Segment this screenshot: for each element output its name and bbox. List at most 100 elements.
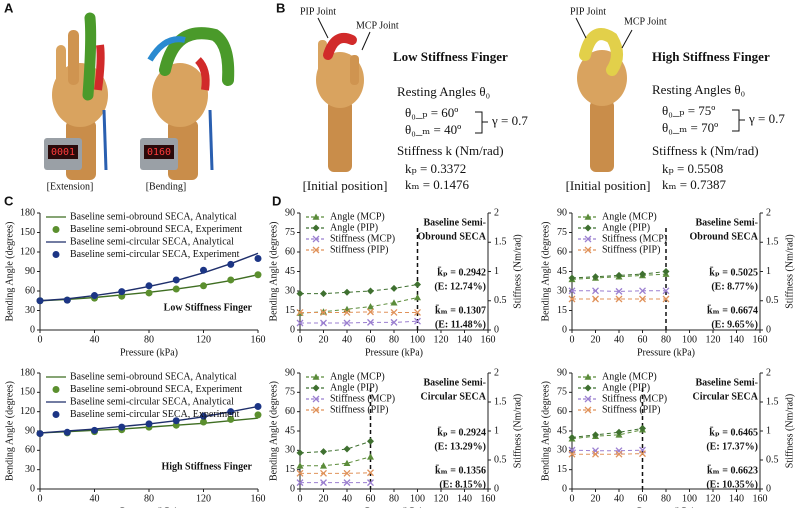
legend-label: Angle (PIP)	[602, 382, 650, 393]
marker	[639, 450, 646, 458]
x-tick-label: 160	[251, 493, 266, 504]
y2-tick-label: 1.5	[766, 396, 779, 407]
photo-caption: [Initial position]	[566, 178, 651, 193]
marker	[296, 290, 304, 298]
y-tick-label: 0	[562, 324, 567, 335]
marker	[343, 288, 351, 296]
x-tick-label: 40	[614, 493, 624, 504]
marker	[568, 295, 576, 303]
photo-extension	[44, 12, 108, 180]
marker	[367, 437, 374, 445]
y-axis-label: Bending Angle (degrees)	[268, 222, 279, 322]
x-tick-label: 40	[90, 334, 100, 345]
legend-label: Stiffness (MCP)	[330, 233, 395, 244]
x-tick-label: 20	[591, 493, 601, 504]
y2-tick-label: 0.5	[494, 295, 507, 306]
marker	[414, 317, 421, 325]
marker	[592, 273, 599, 281]
y-axis-label: Bending Angle (degrees)	[4, 381, 15, 481]
y2-tick-label: 0.5	[766, 295, 779, 306]
marker	[592, 287, 599, 295]
annotation: (E: 8.15%)	[439, 479, 486, 490]
marker	[172, 285, 180, 293]
marker	[52, 386, 60, 393]
y-tick-label: 15	[557, 464, 567, 475]
y-tick-label: 180	[20, 367, 35, 378]
marker	[254, 403, 262, 411]
param-value: θ₀_ₚ = 75º	[662, 103, 715, 118]
x-tick-label: 60	[366, 334, 376, 345]
legend-label: Angle (MCP)	[602, 371, 657, 382]
marker	[312, 395, 320, 403]
param-heading: Resting Angles θ₀	[652, 82, 745, 97]
y2-tick-label: 0	[494, 483, 499, 494]
display-reading: 0001	[51, 147, 75, 158]
y-axis-label: Bending Angle (degrees)	[540, 222, 551, 322]
x-axis-label: Pressure (kPa)	[120, 347, 178, 358]
marker	[390, 284, 398, 292]
marker	[639, 287, 646, 295]
marker	[91, 426, 98, 434]
y-tick-label: 30	[557, 445, 567, 456]
y-tick-label: 0	[290, 324, 295, 335]
y2-axis-label: Stiffness (Nm/rad)	[784, 394, 795, 469]
y2-tick-label: 1.5	[766, 237, 779, 248]
y-tick-label: 150	[20, 227, 35, 238]
marker	[296, 462, 304, 469]
bracket	[475, 111, 488, 134]
bracket	[732, 109, 745, 132]
marker	[145, 289, 153, 297]
panel-letter: A	[4, 0, 14, 15]
x-tick-label: 120	[434, 493, 449, 504]
y-tick-label: 60	[557, 406, 567, 417]
marker	[584, 213, 592, 220]
param-heading: Stiffness k (Nm/rad)	[397, 143, 504, 158]
marker	[145, 282, 153, 290]
series-line	[572, 453, 643, 455]
marker	[296, 308, 304, 316]
legend-label: Stiffness (PIP)	[330, 244, 388, 255]
y-tick-label: 90	[285, 367, 295, 378]
marker	[568, 287, 576, 295]
marker	[312, 235, 320, 243]
x-tick-label: 140	[729, 334, 744, 345]
x-tick-label: 140	[729, 493, 744, 504]
x-tick-label: 20	[319, 493, 329, 504]
marker	[312, 373, 320, 380]
marker	[367, 308, 374, 316]
marker	[63, 296, 71, 304]
marker	[52, 226, 60, 233]
marker	[320, 462, 327, 469]
marker	[296, 319, 304, 327]
param-value: kₘ = 0.7387	[662, 177, 727, 192]
annotation: k̄ₘ = 0.6623	[707, 464, 758, 476]
marker	[200, 412, 207, 420]
y2-axis-label: Stiffness (Nm/rad)	[512, 394, 523, 469]
marker	[568, 433, 576, 441]
marker	[36, 430, 44, 438]
y2-tick-label: 2	[766, 367, 771, 378]
y-tick-label: 45	[557, 425, 567, 436]
x-axis-label: Pressure (kPa)	[365, 347, 423, 358]
marker	[227, 276, 235, 284]
annotation: (E: 11.48%)	[435, 319, 486, 330]
annotation: k̄ₚ = 0.2942	[437, 266, 486, 278]
y2-tick-label: 1.5	[494, 396, 507, 407]
param-value: θ₀_ₘ = 40º	[405, 122, 461, 137]
x-tick-label: 0	[38, 334, 43, 345]
y-tick-label: 0	[562, 483, 567, 494]
x-tick-label: 80	[389, 334, 399, 345]
marker	[584, 406, 592, 414]
x-tick-label: 120	[706, 334, 721, 345]
annotation: (E: 17.37%)	[706, 441, 758, 452]
x-axis-label: Pressure (kPa)	[120, 506, 178, 508]
marker	[639, 270, 646, 278]
photo-bending	[140, 27, 235, 180]
y-tick-label: 45	[557, 266, 567, 277]
series-line	[300, 284, 418, 295]
y-tick-label: 60	[25, 445, 35, 456]
x-tick-label: 160	[481, 334, 496, 345]
joint-label: PIP Joint	[570, 6, 606, 17]
annotation: Baseline Semi-	[424, 217, 487, 228]
